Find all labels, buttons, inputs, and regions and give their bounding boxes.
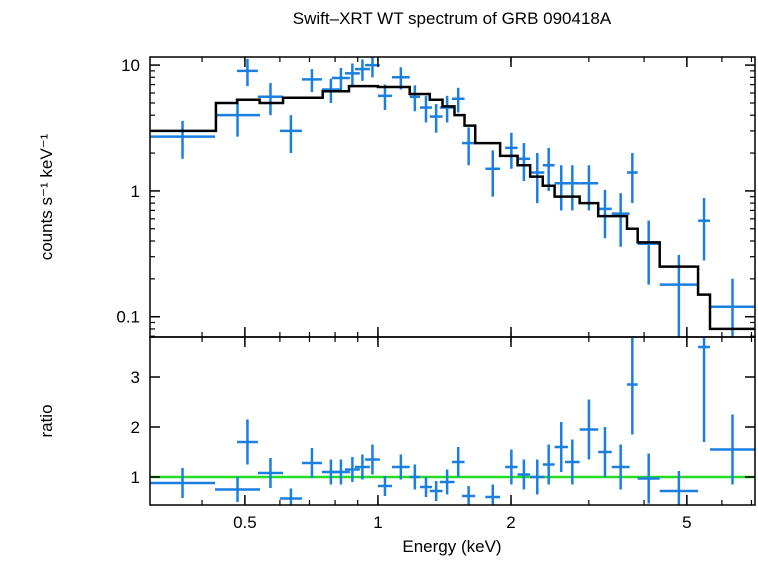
- y-axis-label: counts s⁻¹ keV⁻¹: [37, 133, 56, 260]
- model-line: [150, 84, 755, 331]
- y-tick-label: 1: [131, 468, 140, 487]
- y-tick-label: 1: [131, 182, 140, 201]
- chart-title: Swift–XRT WT spectrum of GRB 090418A: [293, 9, 612, 28]
- plot-area: [150, 337, 755, 505]
- plot-area: [150, 57, 755, 337]
- x-axis-label: Energy (keV): [402, 537, 501, 556]
- y-tick-label: 0.1: [116, 308, 140, 327]
- y-tick-label: 3: [131, 368, 140, 387]
- x-tick-label: 2: [506, 513, 515, 532]
- y-tick-label: 2: [131, 418, 140, 437]
- panel-frame: [149, 336, 756, 506]
- x-tick-label: 1: [373, 513, 382, 532]
- y-tick-label: 10: [121, 56, 140, 75]
- y-axis-label: ratio: [37, 404, 56, 437]
- x-tick-label: 5: [682, 513, 691, 532]
- x-tick-label: 0.5: [233, 513, 257, 532]
